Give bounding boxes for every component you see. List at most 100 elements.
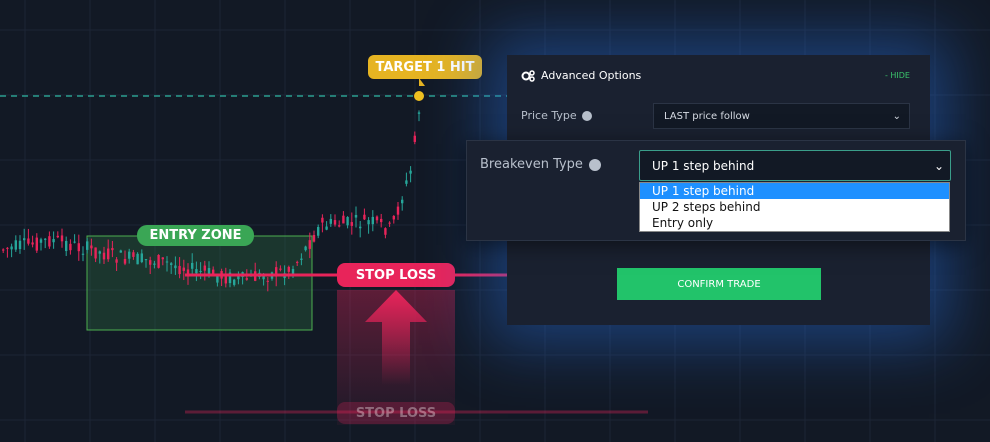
candle-body bbox=[237, 275, 240, 280]
candle-body bbox=[128, 251, 131, 259]
candle-body bbox=[375, 216, 379, 221]
candle-body bbox=[44, 238, 47, 240]
candle-body bbox=[10, 246, 13, 250]
candle-body bbox=[98, 251, 101, 254]
entry-zone bbox=[86, 235, 313, 331]
candle-body bbox=[52, 239, 55, 243]
candle-body bbox=[132, 252, 135, 257]
hide-link[interactable]: - HIDE bbox=[884, 71, 910, 80]
candle-body bbox=[23, 238, 26, 241]
breakeven-popup: Breakeven Type UP 1 step behind ⌄ UP 1 st… bbox=[466, 140, 966, 241]
candle-body bbox=[77, 243, 80, 252]
candle-body bbox=[186, 269, 190, 277]
panel-title: Advanced Options bbox=[541, 69, 642, 82]
candle-body bbox=[191, 262, 194, 269]
dropdown-option[interactable]: UP 1 step behind bbox=[640, 183, 949, 199]
candle-body bbox=[312, 234, 316, 242]
candle-body bbox=[199, 270, 202, 272]
dropdown-option[interactable]: UP 2 steps behind bbox=[652, 200, 761, 214]
candle-body bbox=[115, 259, 118, 263]
candle-body bbox=[18, 240, 22, 249]
candle-body bbox=[39, 239, 43, 243]
candle-body bbox=[111, 248, 114, 251]
candle-body bbox=[224, 273, 227, 284]
stop-label-ghost: STOP LOSS bbox=[337, 402, 455, 424]
candle-body bbox=[262, 275, 265, 280]
candle-body bbox=[27, 238, 30, 244]
candle-body bbox=[317, 227, 320, 236]
chevron: ⌄ bbox=[933, 158, 944, 173]
up-arrow bbox=[365, 290, 427, 385]
info-icon bbox=[581, 110, 592, 121]
candle-body bbox=[350, 222, 353, 226]
price-type-select[interactable]: LAST price follow ⌄ bbox=[653, 103, 910, 129]
candle-body bbox=[363, 214, 366, 220]
target-pointer bbox=[419, 78, 425, 86]
info-icon bbox=[588, 158, 601, 171]
candle-body bbox=[367, 220, 370, 225]
candle-body bbox=[65, 240, 68, 252]
candle-body bbox=[182, 267, 185, 271]
candle-body bbox=[207, 268, 211, 277]
candle-body bbox=[346, 217, 349, 226]
candles bbox=[2, 110, 421, 292]
candle-body bbox=[371, 216, 374, 225]
candle-body bbox=[388, 222, 391, 224]
candle-body bbox=[333, 220, 337, 225]
candle-body bbox=[396, 206, 400, 215]
candle-body bbox=[325, 226, 328, 230]
candle-body bbox=[338, 225, 341, 227]
candle-body bbox=[266, 280, 269, 282]
candle-body bbox=[245, 278, 248, 280]
candle-body bbox=[170, 263, 173, 265]
candle-body bbox=[409, 170, 412, 174]
candle-body bbox=[6, 247, 9, 249]
breakeven-select[interactable]: UP 1 step behind ⌄ bbox=[639, 150, 951, 181]
candle-body bbox=[174, 265, 177, 269]
candle-body bbox=[31, 242, 34, 245]
candle-body bbox=[195, 269, 198, 274]
candle-body bbox=[107, 248, 110, 260]
candle-body bbox=[233, 279, 236, 285]
candle-body bbox=[14, 240, 17, 250]
candle-body bbox=[417, 112, 421, 114]
chevron: ⌄ bbox=[892, 110, 901, 122]
candle-body bbox=[119, 250, 122, 253]
candle-body bbox=[86, 241, 89, 250]
candle-body bbox=[405, 180, 408, 184]
candle-body bbox=[102, 252, 106, 260]
candle-body bbox=[203, 265, 206, 271]
breakeven-row: Breakeven Type bbox=[480, 157, 601, 172]
candle-body bbox=[90, 245, 93, 249]
candle-body bbox=[140, 253, 143, 263]
price-type-value: LAST price follow bbox=[664, 110, 750, 122]
candle-body bbox=[228, 272, 232, 284]
candle-body bbox=[413, 135, 416, 142]
candle-body bbox=[157, 254, 160, 268]
candle-body bbox=[161, 257, 164, 260]
dropdown-option[interactable]: Entry only bbox=[652, 216, 714, 230]
candle-body bbox=[60, 235, 64, 242]
gear-icon bbox=[521, 69, 535, 82]
candle-body bbox=[123, 258, 127, 264]
candle-body bbox=[144, 259, 148, 261]
candle-body bbox=[329, 218, 332, 224]
candle-body bbox=[275, 267, 278, 277]
candle-body bbox=[308, 240, 311, 249]
breakeven-options: UP 1 step behind UP 2 steps behind Entry o… bbox=[639, 182, 950, 232]
candle-body bbox=[291, 269, 295, 275]
candle-body bbox=[304, 246, 307, 251]
candle-body bbox=[94, 247, 97, 259]
candle-body bbox=[321, 217, 324, 223]
candle-body bbox=[380, 218, 383, 223]
breakeven-value: UP 1 step behind bbox=[652, 158, 755, 173]
candle-body bbox=[136, 253, 139, 265]
target-label: TARGET 1 HIT bbox=[368, 55, 482, 79]
candle-body bbox=[384, 228, 387, 235]
candle-body bbox=[296, 261, 299, 263]
confirm-button[interactable]: CONFIRM TRADE bbox=[617, 268, 821, 300]
candle-body bbox=[35, 237, 38, 251]
target-dot bbox=[414, 91, 424, 101]
candle-body bbox=[73, 241, 76, 243]
